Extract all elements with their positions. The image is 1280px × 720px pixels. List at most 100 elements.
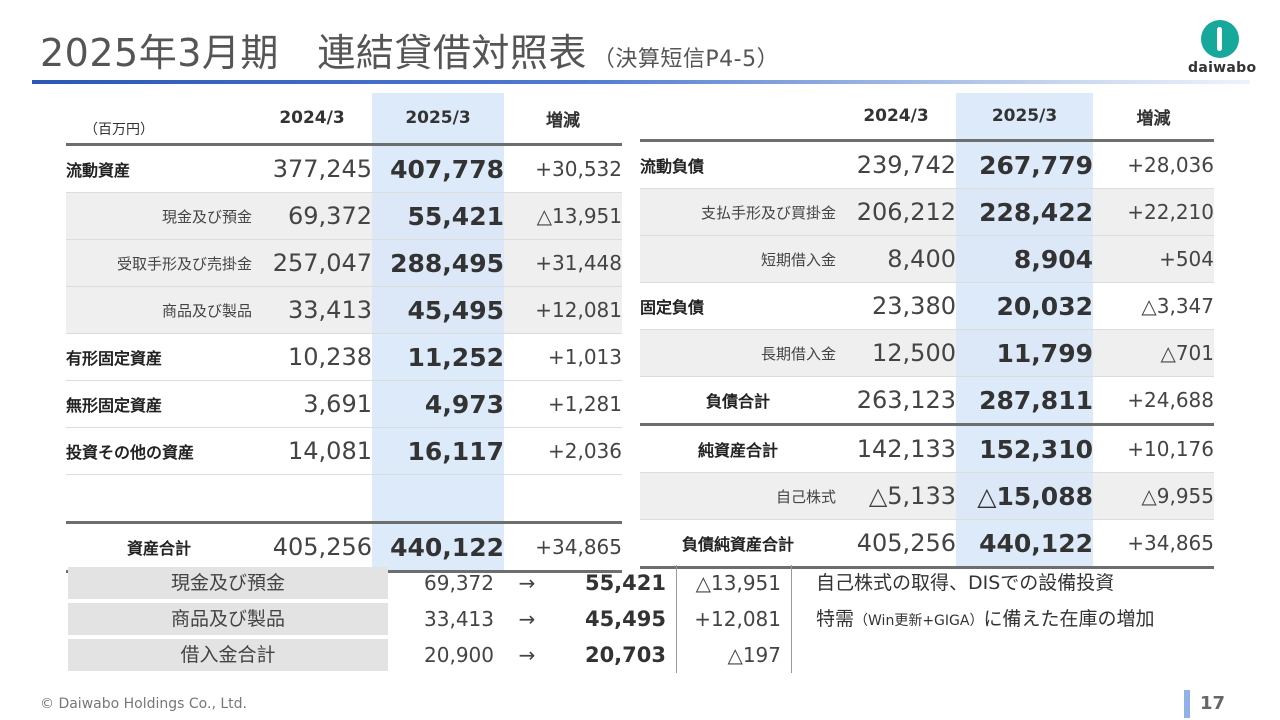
row-label: 純資産合計 [640, 424, 836, 473]
value-2024: 23,380 [836, 282, 956, 330]
value-diff: △9,955 [1093, 472, 1214, 520]
value-2025: 20,032 [956, 282, 1093, 330]
summary-from: 20,900 [424, 643, 494, 667]
summary-to: 20,703 [584, 643, 666, 667]
table-row: 受取手形及び売掛金 257,047 288,495 +31,448 [66, 239, 622, 287]
value-2025: 228,422 [956, 188, 1093, 236]
table-row-empty [66, 474, 622, 523]
value-2025: 4,973 [372, 380, 504, 428]
value-diff: +1,281 [504, 380, 622, 428]
liabilities-table: 2024/3 2025/3 増減 流動負債 239,742 267,779 +2… [640, 93, 1214, 569]
row-label: 流動負債 [640, 140, 836, 189]
value-2025 [372, 474, 504, 523]
total-assets-row: 資産合計 405,256 440,122 +34,865 [66, 521, 622, 573]
value-2025: 8,904 [956, 235, 1093, 283]
value-2025: 440,122 [956, 519, 1093, 569]
copyright-footer: © Daiwabo Holdings Co., Ltd. [40, 696, 247, 712]
summary-label: 現金及び預金 [68, 567, 388, 599]
page-number: 17 [1200, 693, 1226, 714]
value-diff: +24,688 [1093, 376, 1214, 426]
row-label [66, 474, 252, 523]
logo-mark-icon [1201, 20, 1239, 58]
value-2025: 152,310 [956, 424, 1093, 473]
table-row: 固定負債 23,380 20,032 △3,347 [640, 282, 1214, 330]
value-2024: 239,742 [836, 140, 956, 189]
value-2024: 10,238 [252, 333, 372, 381]
note-text: 特需 [816, 608, 855, 630]
col-diff-header: 増減 [504, 93, 622, 146]
summary-diff: △13,951 [676, 565, 792, 601]
note-text: 自己株式の取得、DISでの設備投資 [816, 572, 1115, 594]
value-diff: +1,013 [504, 333, 622, 381]
title-subtitle: （決算短信P4-5） [592, 47, 780, 72]
row-label: 負債純資産合計 [640, 519, 836, 569]
col-2025-header: 2025/3 [956, 93, 1093, 142]
col-2025-header: 2025/3 [372, 93, 504, 146]
value-diff: +2,036 [504, 427, 622, 475]
arrow-icon: → [518, 643, 536, 667]
value-2024: 257,047 [252, 239, 372, 287]
row-label: 短期借入金 [640, 235, 836, 283]
summary-to: 45,495 [584, 607, 666, 631]
table-row: 純資産合計 142,133 152,310 +10,176 [640, 424, 1214, 473]
value-2025: 11,799 [956, 329, 1093, 377]
summary-from: 33,413 [424, 607, 494, 631]
row-label: 有形固定資産 [66, 333, 252, 381]
summary-from: 69,372 [424, 571, 494, 595]
summary-note: 自己株式の取得、DISでの設備投資 [816, 567, 1114, 601]
table-row: 無形固定資産 3,691 4,973 +1,281 [66, 380, 622, 428]
table-row: 商品及び製品 33,413 45,495 +12,081 [66, 286, 622, 334]
value-2024: 405,256 [836, 519, 956, 569]
value-diff: △701 [1093, 329, 1214, 377]
value-2025: 45,495 [372, 286, 504, 334]
summary-row: 商品及び製品 33,413 → 45,495 +12,081 特需（Win更新+… [66, 601, 1206, 637]
value-diff: +34,865 [504, 521, 622, 573]
row-label: 固定負債 [640, 282, 836, 330]
table-row: 投資その他の資産 14,081 16,117 +2,036 [66, 427, 622, 475]
row-label: 商品及び製品 [66, 286, 252, 334]
value-diff: △13,951 [504, 192, 622, 240]
row-label: 流動資産 [66, 144, 252, 193]
value-diff: +28,036 [1093, 140, 1214, 189]
value-diff: +504 [1093, 235, 1214, 283]
summary-diff: △197 [676, 637, 792, 673]
value-diff: +10,176 [1093, 424, 1214, 473]
value-2025: △15,088 [956, 472, 1093, 520]
value-2025: 11,252 [372, 333, 504, 381]
value-2024: 3,691 [252, 380, 372, 428]
value-2025: 55,421 [372, 192, 504, 240]
value-2025: 267,779 [956, 140, 1093, 189]
daiwabo-logo: daiwabo [1188, 20, 1257, 80]
value-2024: 405,256 [252, 521, 372, 573]
summary-row: 現金及び預金 69,372 → 55,421 △13,951 自己株式の取得、D… [66, 565, 1206, 601]
value-2024: 142,133 [836, 424, 956, 473]
arrow-icon: → [518, 571, 536, 595]
value-2024: 14,081 [252, 427, 372, 475]
col-2024-header: 2024/3 [836, 93, 956, 142]
row-label: 長期借入金 [640, 329, 836, 377]
col-diff-header: 増減 [1093, 93, 1214, 142]
summary-label: 商品及び製品 [68, 603, 388, 635]
assets-table: （百万円） 2024/3 2025/3 増減 流動資産 377,245 407,… [66, 93, 622, 573]
total-liabilities-row: 負債合計 263,123 287,811 +24,688 [640, 376, 1214, 426]
summary-to: 55,421 [584, 571, 666, 595]
value-diff: +34,865 [1093, 519, 1214, 569]
table-row: 自己株式 △5,133 △15,088 △9,955 [640, 472, 1214, 520]
row-label: 資産合計 [66, 521, 252, 573]
value-2024: 33,413 [252, 286, 372, 334]
value-diff: +31,448 [504, 239, 622, 287]
row-label: 現金及び預金 [66, 192, 252, 240]
logo-wordmark: daiwabo [1188, 60, 1257, 76]
value-diff: +30,532 [504, 144, 622, 193]
value-2024: 8,400 [836, 235, 956, 283]
value-2025: 288,495 [372, 239, 504, 287]
value-diff: +12,081 [504, 286, 622, 334]
table-row: 現金及び預金 69,372 55,421 △13,951 [66, 192, 622, 240]
title-divider [32, 80, 1250, 84]
summary-label: 借入金合計 [68, 639, 388, 671]
summary-diff: +12,081 [676, 601, 792, 637]
summary-section: 現金及び預金 69,372 → 55,421 △13,951 自己株式の取得、D… [66, 565, 1206, 673]
value-2024: 206,212 [836, 188, 956, 236]
summary-note: 特需（Win更新+GIGA）に備えた在庫の増加 [816, 603, 1154, 637]
row-label: 投資その他の資産 [66, 427, 252, 475]
